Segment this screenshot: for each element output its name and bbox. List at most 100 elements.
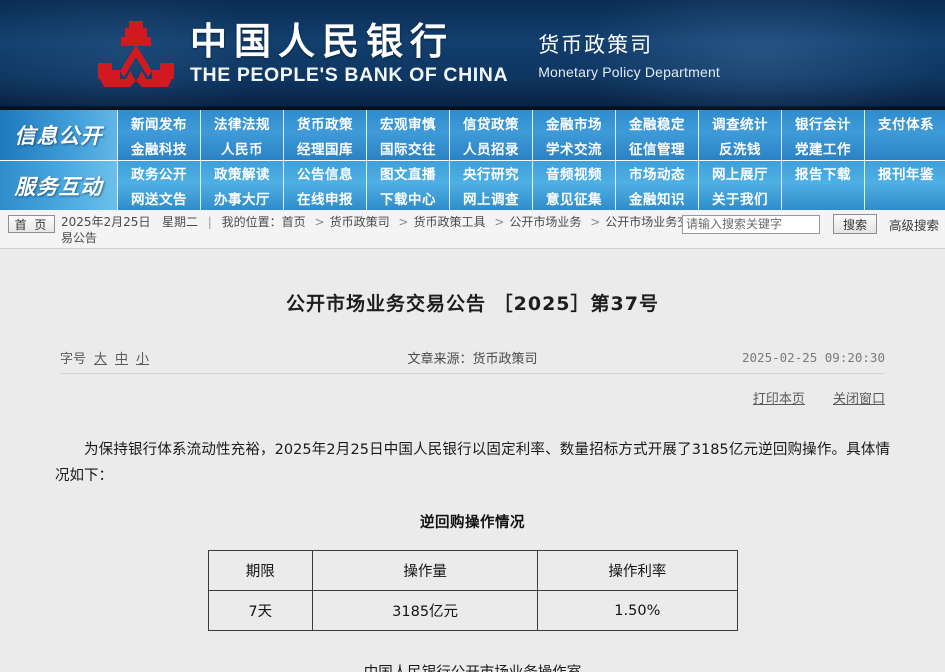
nav-item-anti-money-laundering[interactable]: 反洗钱 [698, 135, 781, 160]
home-button[interactable]: 首 页 [8, 215, 55, 233]
nav-item-credit-policy[interactable]: 信贷政策 [449, 110, 532, 135]
fontsize-small[interactable]: 小 [136, 352, 150, 367]
nav-item-gov-affairs[interactable]: 政务公开 [117, 161, 200, 186]
table-header-rate: 操作利率 [537, 550, 738, 591]
table-header-volume: 操作量 [312, 550, 539, 591]
nav-item-empty-2 [781, 185, 864, 210]
breadcrumb-bar: 首 页 2025年2月25日 星期二 | 我的位置：首页 > 货币政策司 > 货币政… [0, 210, 945, 249]
table-header-row: 期限 操作量 操作利率 [207, 550, 738, 591]
nav-item-announcements[interactable]: 公告信息 [283, 161, 366, 186]
table-caption: 逆回购操作情况 [420, 515, 525, 531]
nav-block-services: 服务互动 政务公开 政策解读 公告信息 图文直播 央行研究 音频视频 市场动态 … [0, 160, 945, 210]
fontsize-medium[interactable]: 中 [115, 352, 129, 367]
pbc-logo-icon [96, 19, 176, 91]
nav-item-credit-reference[interactable]: 征信管理 [615, 135, 698, 160]
nav-item-online-filing[interactable]: 在线申报 [283, 185, 366, 210]
nav-item-treasury[interactable]: 经理国库 [283, 135, 366, 160]
nav-item-recruitment[interactable]: 人员招录 [449, 135, 532, 160]
nav-item-download-center[interactable]: 下载中心 [366, 185, 449, 210]
nav-row-info-1: 新闻发布 法律法规 货币政策 宏观审慎 信贷政策 金融市场 金融稳定 调查统计 … [117, 110, 945, 135]
nav-item-document-delivery[interactable]: 网送文告 [117, 185, 200, 210]
nav-item-market-dynamics[interactable]: 市场动态 [615, 161, 698, 186]
nav-item-news[interactable]: 新闻发布 [117, 110, 200, 135]
nav-item-feedback[interactable]: 意见征集 [532, 185, 615, 210]
nav-item-report-download[interactable]: 报告下载 [781, 161, 864, 186]
nav-item-payment-system[interactable]: 支付体系 [864, 110, 945, 135]
nav-block-title-info[interactable]: 信息公开 [0, 110, 117, 160]
search-input[interactable] [681, 214, 820, 234]
nav-item-macro-prudential[interactable]: 宏观审慎 [366, 110, 449, 135]
nav-block-title-services[interactable]: 服务互动 [0, 161, 117, 210]
nav-row-services-2: 网送文告 办事大厅 在线申报 下载中心 网上调查 意见征集 金融知识 关于我们 [117, 185, 945, 210]
breadcrumb-date: 2025年2月25日 [61, 215, 151, 229]
nav-grid-services: 政务公开 政策解读 公告信息 图文直播 央行研究 音频视频 市场动态 网上展厅 … [117, 161, 945, 210]
table-cell-rate: 1.50% [537, 590, 738, 631]
breadcrumb-link-home[interactable]: 首页 [281, 215, 306, 229]
article-publish-time: 2025-02-25 09:20:30 [742, 350, 885, 365]
table-cell-volume: 3185亿元 [312, 590, 539, 631]
nav-row-info-2: 金融科技 人民币 经理国库 国际交往 人员招录 学术交流 征信管理 反洗钱 党建… [117, 135, 945, 160]
nav-item-online-survey[interactable]: 网上调查 [449, 185, 532, 210]
nav-item-international[interactable]: 国际交往 [366, 135, 449, 160]
search-zone: 搜索 高级搜索 [681, 214, 939, 234]
print-page-link[interactable]: 打印本页 [752, 392, 805, 407]
article-body-paragraph: 为保持银行体系流动性充裕，2025年2月25日中国人民银行以固定利率、数量招标方… [55, 442, 890, 484]
nav-item-empty-3 [864, 185, 945, 210]
breadcrumb-link-tools[interactable]: 货币政策工具 [413, 215, 486, 229]
nav-item-fintech[interactable]: 金融科技 [117, 135, 200, 160]
reverse-repo-table: 期限 操作量 操作利率 7天 3185亿元 1.50% [207, 550, 738, 631]
nav-item-yearbook[interactable]: 报刊年鉴 [864, 161, 945, 186]
fontsize-label: 字号 [60, 352, 87, 367]
brand-name-cn: 中国人民银行 [190, 20, 454, 64]
nav-item-financial-knowledge[interactable]: 金融知识 [615, 185, 698, 210]
table-header-term: 期限 [207, 550, 314, 591]
breadcrumb-sep-3: > [494, 215, 505, 229]
nav-item-central-bank-research[interactable]: 央行研究 [449, 161, 532, 186]
nav-item-monetary-policy[interactable]: 货币政策 [283, 110, 366, 135]
brand-name-en: THE PEOPLE'S BANK OF CHINA [190, 63, 509, 86]
breadcrumb-sep-1: > [314, 215, 325, 229]
breadcrumb: 2025年2月25日 星期二 | 我的位置：首页 > 货币政策司 > 货币政策工具 … [61, 214, 701, 246]
article-tools-row: 打印本页 关闭窗口 [60, 388, 885, 407]
table-cell-term: 7天 [207, 590, 314, 631]
nav-item-survey-statistics[interactable]: 调查统计 [698, 110, 781, 135]
nav-item-policy-interpretation[interactable]: 政策解读 [200, 161, 283, 186]
nav-item-audio-video[interactable]: 音频视频 [532, 161, 615, 186]
article-container: 公开市场业务交易公告 ［2025］第37号 字号大中小 文章来源：货币政策司 2… [0, 249, 945, 672]
breadcrumb-sep-2: > [398, 215, 409, 229]
nav-item-party-building[interactable]: 党建工作 [781, 135, 864, 160]
breadcrumb-link-omo[interactable]: 公开市场业务 [509, 215, 582, 229]
nav-item-empty-1 [864, 135, 945, 160]
article-meta-row: 字号大中小 文章来源：货币政策司 2025-02-25 09:20:30 [60, 350, 885, 374]
breadcrumb-weekday: 星期二 [161, 215, 198, 229]
breadcrumb-link-current[interactable]: 公开市场业务交易公告 [61, 215, 690, 245]
article-signature: 中国人民银行公开市场业务操作室 [0, 661, 945, 672]
nav-grid-info: 新闻发布 法律法规 货币政策 宏观审慎 信贷政策 金融市场 金融稳定 调查统计 … [117, 110, 945, 160]
breadcrumb-link-mpd[interactable]: 货币政策司 [329, 215, 390, 229]
site-header-banner: 中国人民银行 THE PEOPLE'S BANK OF CHINA 货币政策司 … [0, 0, 945, 110]
nav-item-laws[interactable]: 法律法规 [200, 110, 283, 135]
page-title: 公开市场业务交易公告 ［2025］第37号 [286, 293, 659, 315]
department-name-cn: 货币政策司 [538, 32, 654, 57]
department-block: 货币政策司 Monetary Policy Department [538, 29, 720, 82]
fontsize-large[interactable]: 大 [94, 352, 108, 367]
nav-item-financial-stability[interactable]: 金融稳定 [615, 110, 698, 135]
advanced-search-link[interactable]: 高级搜索 [888, 217, 939, 233]
nav-item-financial-market[interactable]: 金融市场 [532, 110, 615, 135]
close-window-link[interactable]: 关闭窗口 [832, 392, 885, 407]
nav-item-academic-exchange[interactable]: 学术交流 [532, 135, 615, 160]
nav-item-online-exhibition[interactable]: 网上展厅 [698, 161, 781, 186]
nav-item-bank-accounting[interactable]: 银行会计 [781, 110, 864, 135]
nav-item-service-hall[interactable]: 办事大厅 [200, 185, 283, 210]
breadcrumb-sep-4: > [590, 215, 601, 229]
table-row: 7天 3185亿元 1.50% [207, 590, 738, 631]
search-button[interactable]: 搜索 [832, 214, 877, 234]
article-source: 文章来源：货币政策司 [407, 352, 538, 367]
nav-item-rmb[interactable]: 人民币 [200, 135, 283, 160]
nav-item-live-broadcast[interactable]: 图文直播 [366, 161, 449, 186]
nav-item-about-us[interactable]: 关于我们 [698, 185, 781, 210]
breadcrumb-location-label: 我的位置： [221, 215, 282, 229]
nav-row-services-1: 政务公开 政策解读 公告信息 图文直播 央行研究 音频视频 市场动态 网上展厅 … [117, 161, 945, 186]
main-navigation: 信息公开 新闻发布 法律法规 货币政策 宏观审慎 信贷政策 金融市场 金融稳定 … [0, 110, 945, 210]
